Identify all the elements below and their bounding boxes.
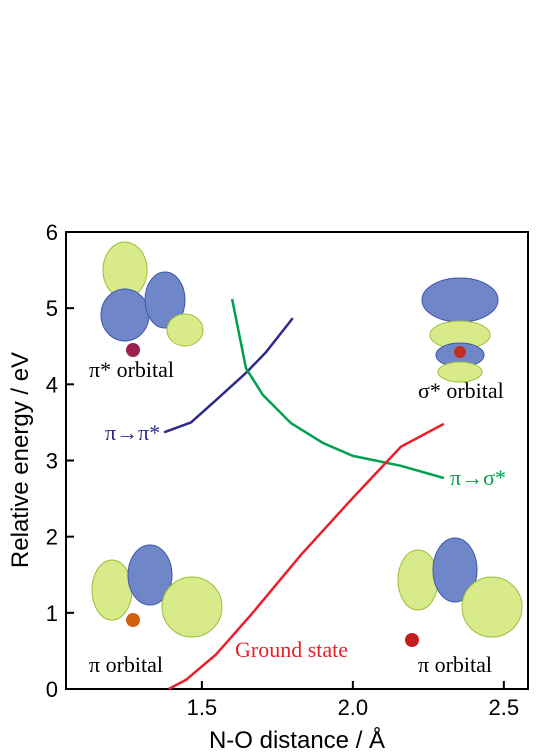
series-label: Ground state xyxy=(235,637,348,662)
series-line xyxy=(168,422,445,691)
orbital-label: σ* orbital xyxy=(418,378,504,403)
series-label: π→π* xyxy=(105,420,160,445)
orbital-label: π* orbital xyxy=(89,357,174,382)
orbital-images xyxy=(91,241,523,647)
x-tick-label: 1.5 xyxy=(187,695,218,720)
y-tick-label: 6 xyxy=(46,220,58,245)
y-tick-label: 4 xyxy=(46,372,58,397)
y-tick-label: 3 xyxy=(46,449,58,474)
orbital-label: π orbital xyxy=(418,652,492,677)
y-tick-label: 1 xyxy=(46,601,58,626)
series-line xyxy=(230,298,445,480)
x-axis-label: N-O distance / Å xyxy=(209,726,385,754)
series-label: π→σ* xyxy=(450,465,506,490)
y-axis-label: Relative energy / eV xyxy=(7,352,34,568)
x-tick-label: 2.0 xyxy=(338,695,369,720)
x-tick-label: 2.5 xyxy=(489,695,520,720)
y-tick-label: 2 xyxy=(46,525,58,550)
y-tick-label: 5 xyxy=(46,296,58,321)
series-line xyxy=(163,317,294,434)
y-tick-label: 0 xyxy=(46,677,58,702)
orbital-label: π orbital xyxy=(89,652,163,677)
